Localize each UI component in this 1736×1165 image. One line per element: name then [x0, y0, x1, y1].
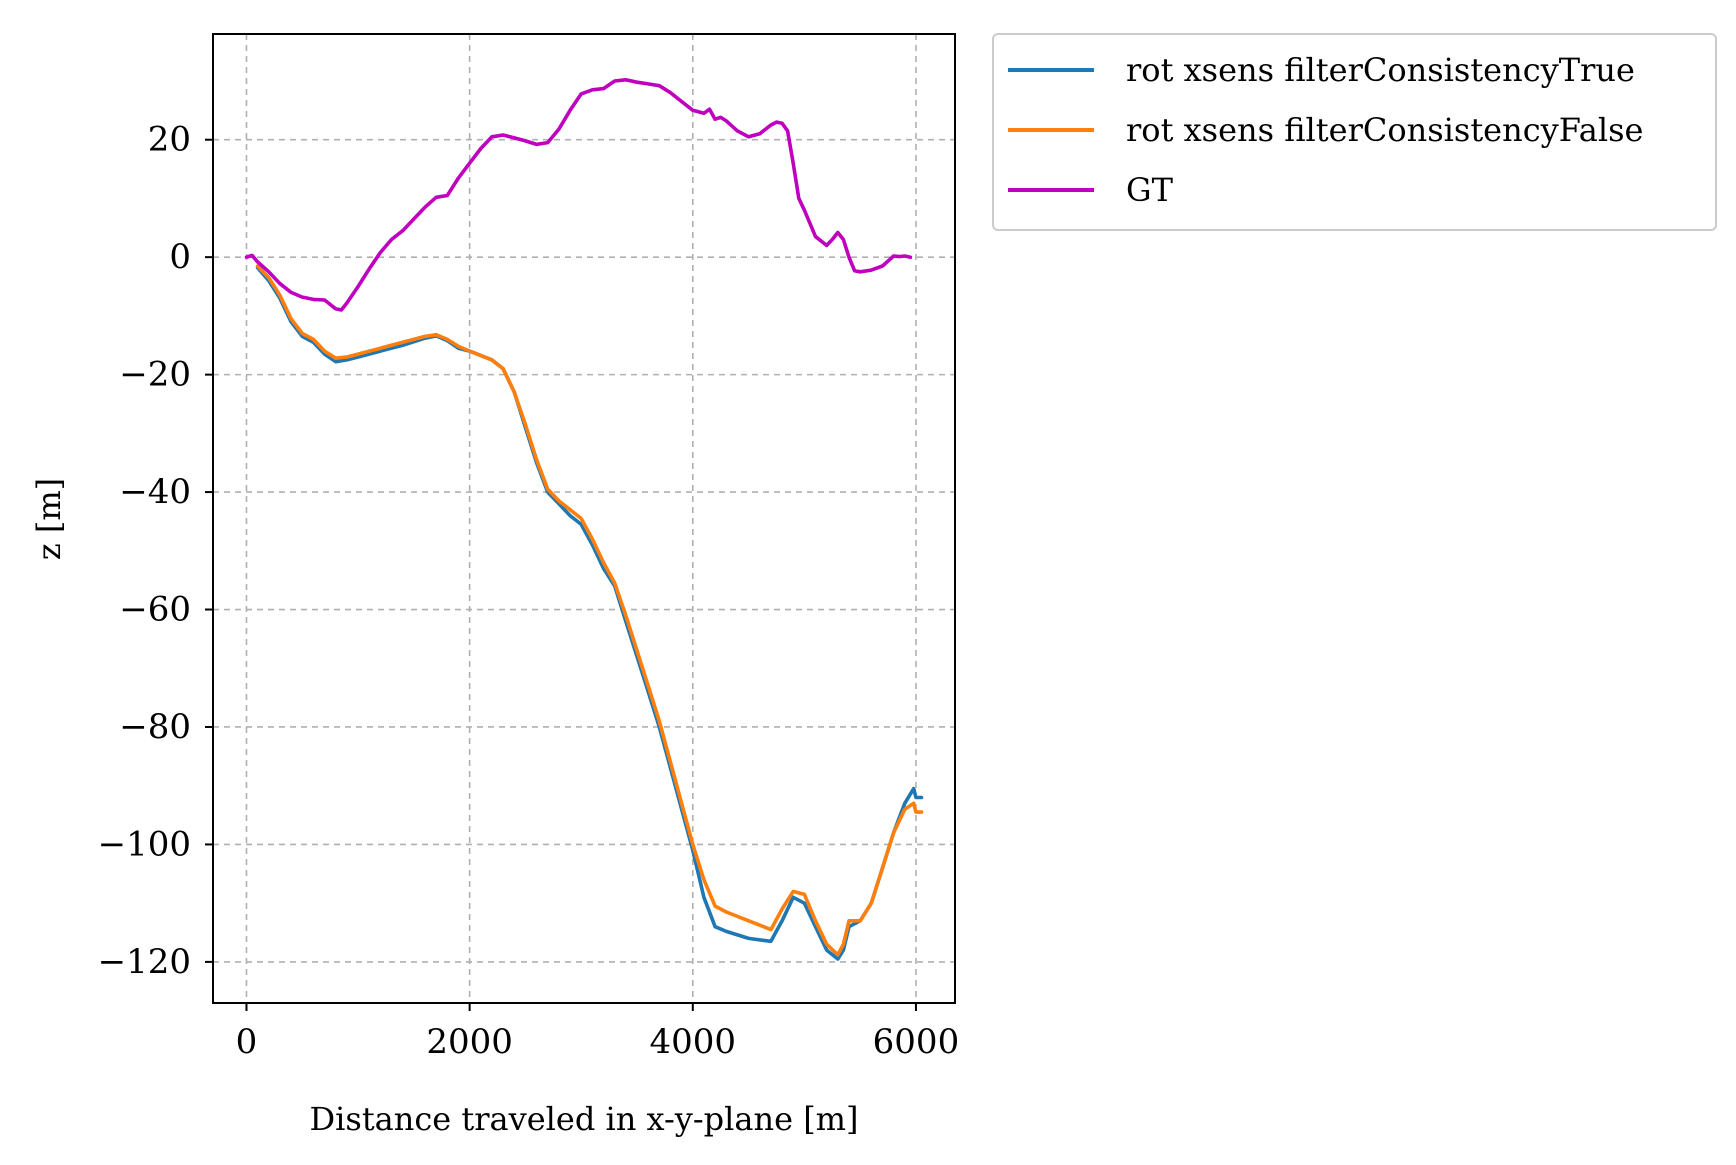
axes-frame — [212, 33, 956, 1004]
y-tick-label: −40 — [119, 472, 191, 512]
x-tick-label: 2000 — [426, 1022, 513, 1062]
y-tick-label: 20 — [148, 120, 191, 160]
legend-box — [992, 33, 1717, 231]
series-line-rot-xsens-filterconsistencytrue — [255, 265, 924, 961]
y-tick-label: −100 — [98, 824, 191, 864]
grid — [213, 34, 955, 1003]
x-tick-label: 6000 — [873, 1022, 960, 1062]
y-tick-label: −60 — [119, 590, 191, 630]
x-tick-label: 4000 — [650, 1022, 737, 1062]
series-layer — [244, 78, 924, 961]
legend-label: rot xsens filterConsistencyFalse — [1126, 111, 1643, 149]
legend-label: GT — [1126, 171, 1174, 209]
legend-label: rot xsens filterConsistencyTrue — [1126, 51, 1635, 89]
y-axis-label: z [m] — [30, 478, 68, 560]
series-line-gt — [244, 78, 913, 312]
y-tick-label: −80 — [119, 707, 191, 747]
series-line-rot-xsens-filterconsistencyfalse — [255, 264, 924, 957]
y-tick-label: −20 — [119, 355, 191, 395]
y-tick-label: −120 — [98, 942, 191, 982]
x-axis-label: Distance traveled in x-y-plane [m] — [310, 1100, 859, 1138]
x-tick-label: 0 — [236, 1022, 258, 1062]
y-tick-label: 0 — [169, 237, 191, 277]
ticks: 0 2000 4000 6000 20 0 −20 −40 −60 −80 −100 −120 — [98, 120, 960, 1062]
legend: rot xsens filterConsistencyTrue rot xsens… — [992, 33, 1717, 231]
